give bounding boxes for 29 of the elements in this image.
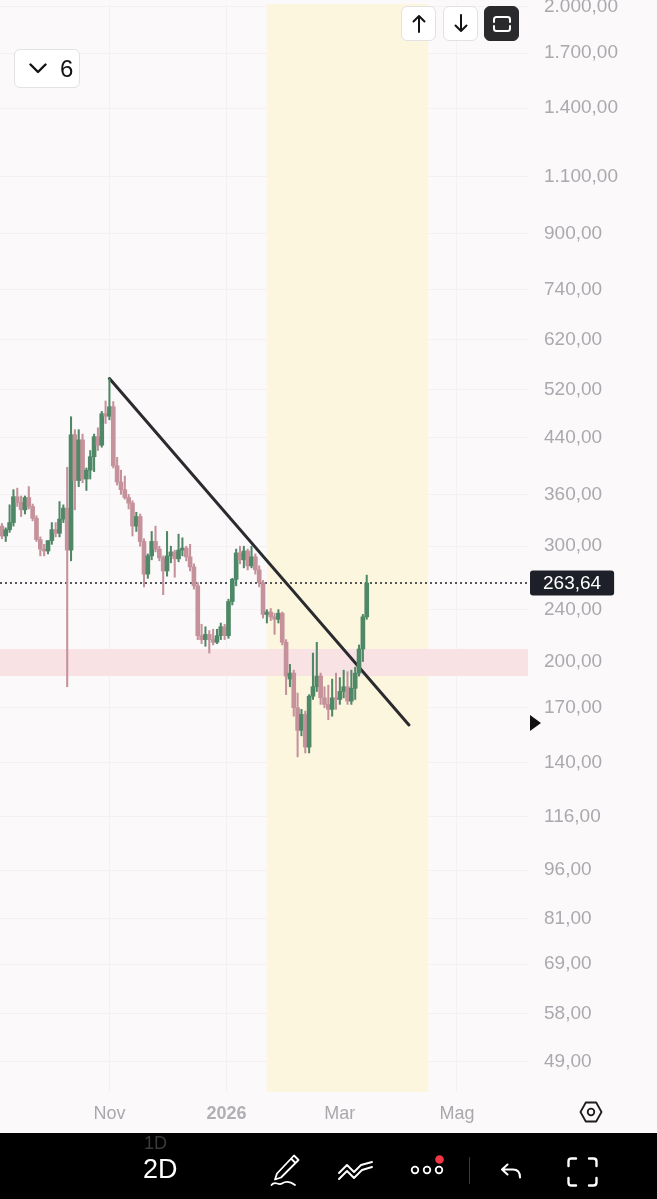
y-tick-label: 69,00 xyxy=(544,952,592,974)
y-tick-label: 300,00 xyxy=(544,534,603,556)
y-tick-label: 740,00 xyxy=(544,277,603,299)
text: 2D xyxy=(143,1154,178,1186)
x-tick-label: Mar xyxy=(324,1102,356,1123)
annotation: 6 xyxy=(60,54,74,83)
y-tick-label: 170,00 xyxy=(544,695,603,717)
y-tick-label: 520,00 xyxy=(544,378,603,400)
dropdown-button: 6 xyxy=(14,49,80,88)
y-tick-label: 1.400,00 xyxy=(544,96,618,118)
y-tick-label: 900,00 xyxy=(544,222,603,244)
y-tick-label: 440,00 xyxy=(544,425,603,447)
y-tick-label: 140,00 xyxy=(544,751,603,773)
y-tick-label: 116,00 xyxy=(544,804,601,826)
y-tick-label: 620,00 xyxy=(544,328,603,350)
y-tick-label: 360,00 xyxy=(544,482,603,504)
y-tick-label: 81,00 xyxy=(544,906,592,928)
y-tick-label: 58,00 xyxy=(544,1001,592,1023)
y-tick-label: 1.700,00 xyxy=(544,41,618,63)
x-tick-label: 2026 xyxy=(206,1102,247,1123)
ref-line-label: 263,64 xyxy=(543,572,602,594)
y-tick-label: 200,00 xyxy=(544,649,603,671)
x-tick-label: Mag xyxy=(439,1102,475,1123)
y-tick-label: 240,00 xyxy=(544,597,603,619)
text: 1D xyxy=(144,1133,168,1154)
x-tick-label: Nov xyxy=(93,1102,126,1123)
y-tick-label: 96,00 xyxy=(544,858,592,880)
y-tick-label: 1.100,00 xyxy=(544,165,618,187)
y-tick-label: 49,00 xyxy=(544,1049,592,1071)
